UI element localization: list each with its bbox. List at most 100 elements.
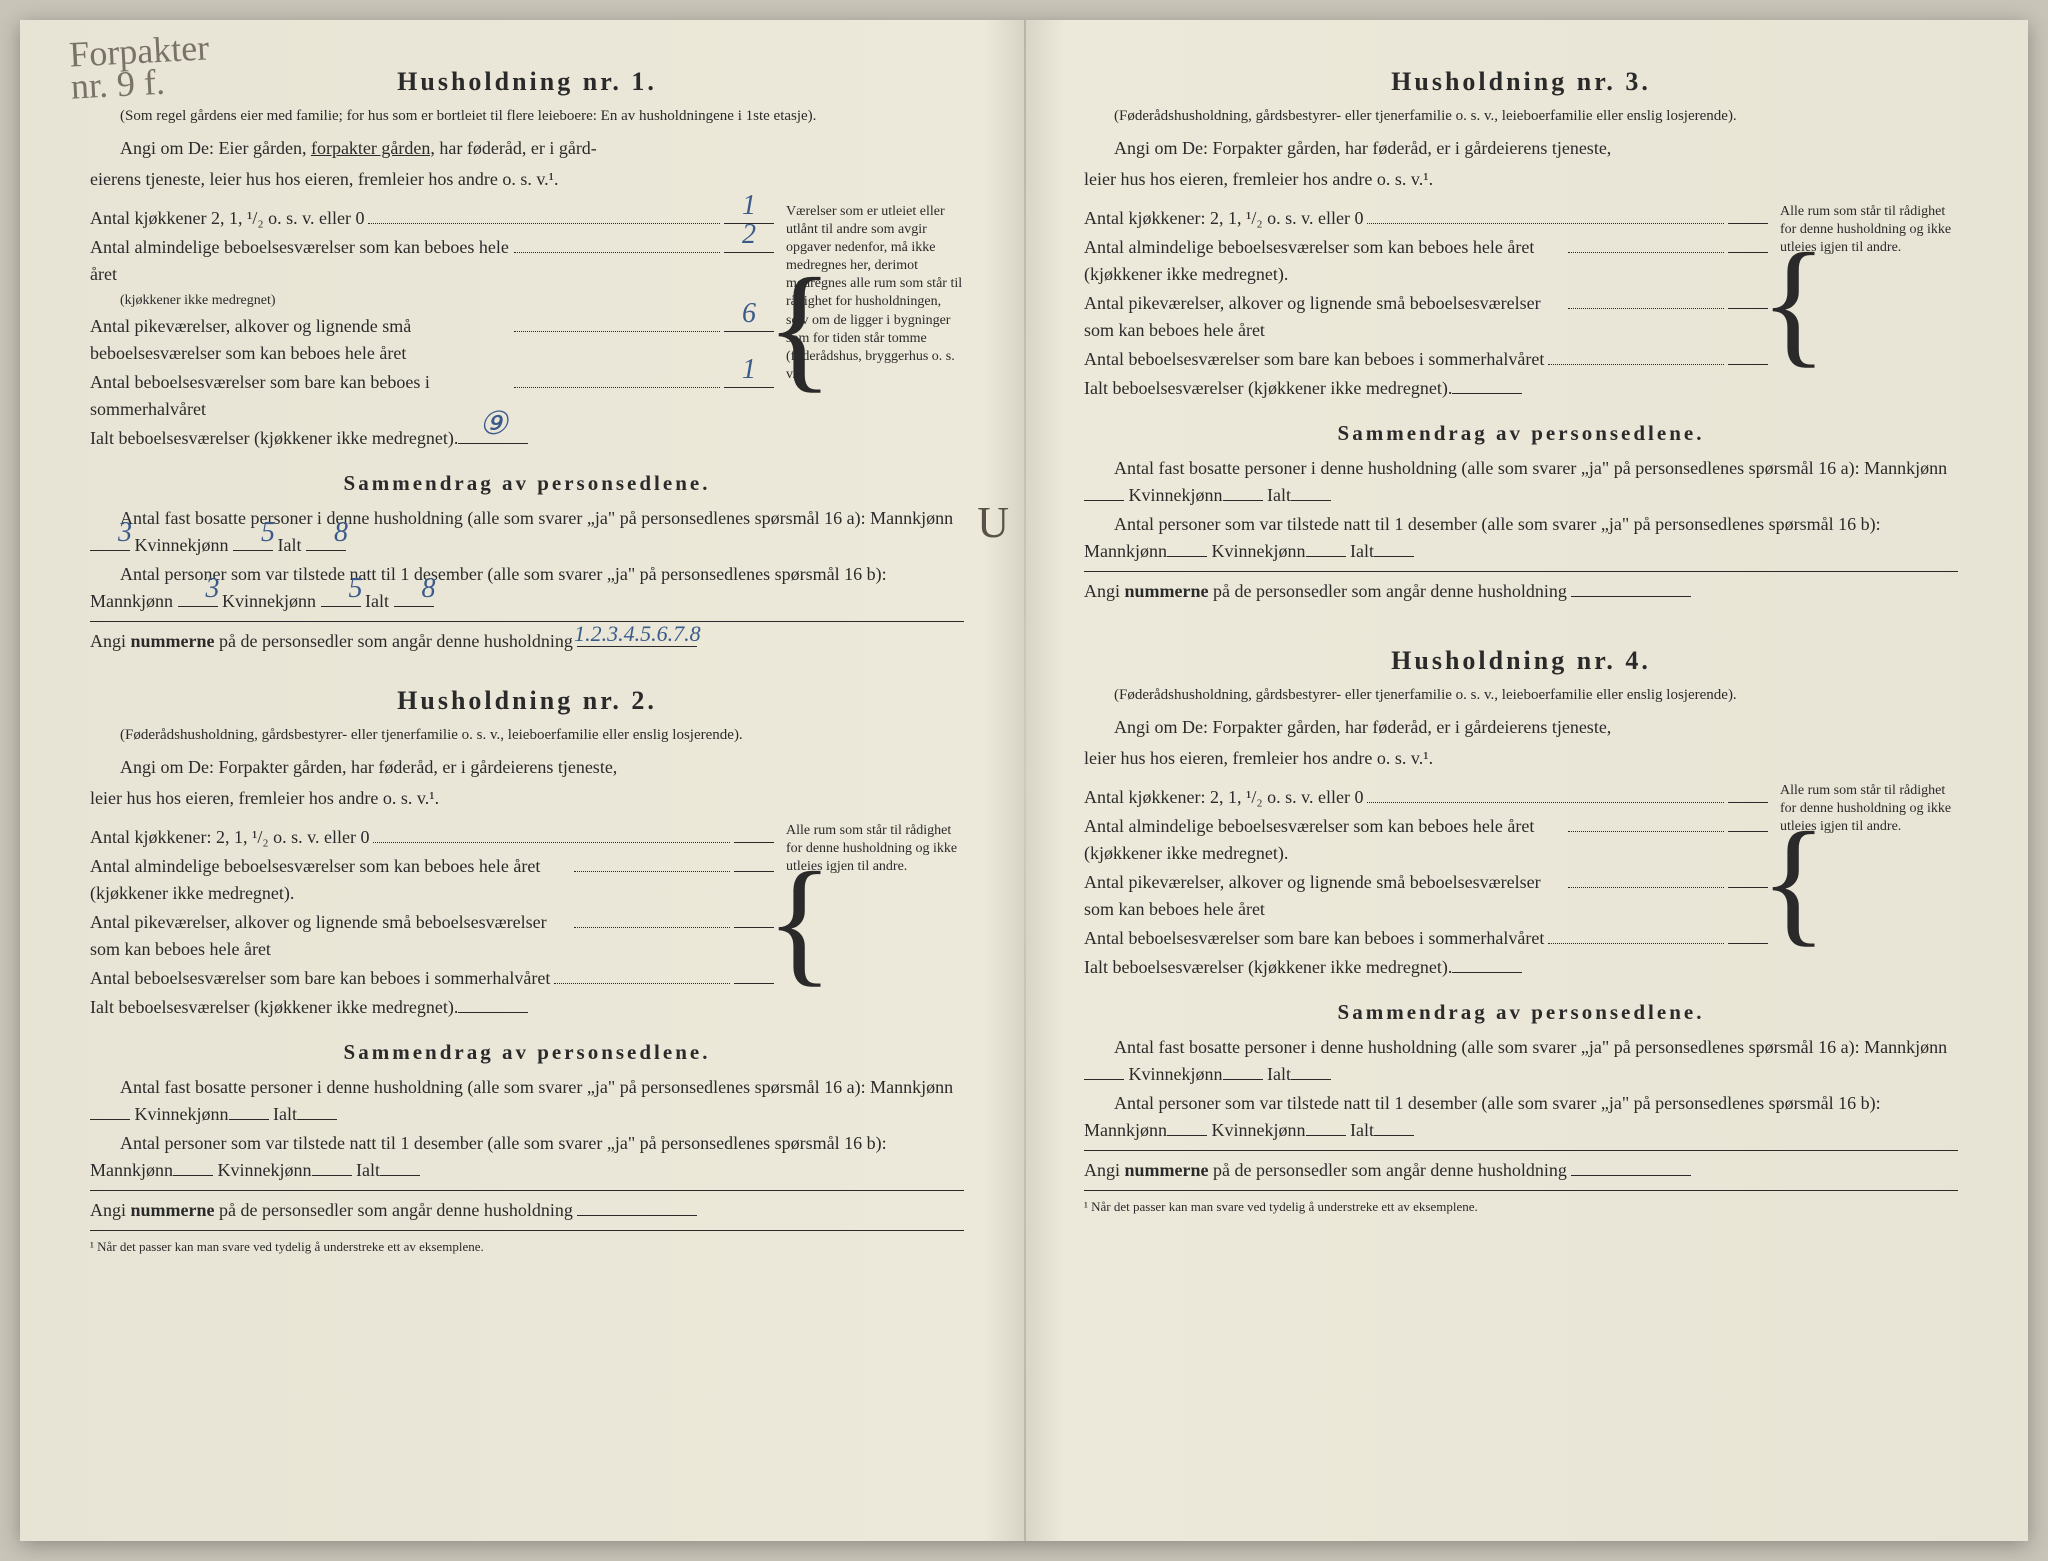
h4-kitchens-row: Antal kjøkkener: 2, 1, ¹/₂ o. s. v. elle… — [1084, 784, 1768, 811]
h2-q16a-m[interactable] — [90, 1119, 130, 1120]
h4-nummerne: nummerne — [1125, 1160, 1209, 1180]
angi-text-1b: har føderåd, er i gård- — [439, 138, 596, 158]
household-2-title: Husholdning nr. 2. — [90, 681, 964, 720]
h3-alcove-row: Antal pikeværelser, alkover og lignende … — [1084, 290, 1768, 344]
q16b-m-field[interactable]: 3 — [178, 606, 218, 607]
dots — [373, 825, 730, 843]
h2-q16b-t[interactable] — [380, 1175, 420, 1176]
ordinary-row: Antal almindelige beboelsesværelser som … — [90, 234, 774, 288]
angi-underlined: forpakter gården, — [311, 138, 435, 158]
h4-q16a-k[interactable] — [1223, 1079, 1263, 1080]
dots — [514, 235, 720, 253]
h3-kv: Kvinnekjønn — [1129, 485, 1223, 505]
h4-q16b-k[interactable] — [1306, 1135, 1346, 1136]
census-form-paper: Forpakter nr. 9 f. Husholdning nr. 1. (S… — [20, 20, 2028, 1541]
ordinary-label: Antal almindelige beboelsesværelser som … — [90, 234, 510, 288]
h3-q16a-k[interactable] — [1223, 500, 1263, 501]
h3-q16a-text: Antal fast bosatte personer i denne hush… — [1114, 458, 1947, 478]
h4-ialt: Ialt — [1267, 1064, 1291, 1084]
q16b-line: Antal personer som var tilstede natt til… — [90, 561, 964, 615]
h3-q16a-m[interactable] — [1084, 500, 1124, 501]
h2-q16a-text: Antal fast bosatte personer i denne hush… — [120, 1077, 953, 1097]
h3-kv2: Kvinnekjønn — [1212, 541, 1306, 561]
q16a-m-field[interactable]: 3 — [90, 550, 130, 551]
right-page: Husholdning nr. 3. (Føderådshusholdning,… — [1024, 20, 2028, 1541]
h2-total-field[interactable] — [458, 1012, 528, 1013]
h2-alcove-label: Antal pikeværelser, alkover og lignende … — [90, 909, 570, 963]
q16b-k-field[interactable]: 5 — [321, 606, 361, 607]
kv-label: Kvinnekjønn — [135, 535, 229, 555]
h4-total-row: Ialt beboelsesværelser (kjøkkener ikke m… — [1084, 954, 1768, 981]
h3-q16b-text: Antal personer som var tilstede natt til… — [1084, 514, 1881, 561]
ordinary-value: 2 — [742, 214, 756, 256]
household-2-summary-title: Sammendrag av personsedlene. — [90, 1037, 964, 1069]
dots — [1367, 206, 1724, 224]
numbers-field[interactable]: 1.2.3.4.5.6.7.8 — [577, 646, 697, 647]
dots — [1568, 291, 1724, 309]
h2-summer-row: Antal beboelsesværelser som bare kan beb… — [90, 965, 774, 992]
rule — [90, 1190, 964, 1191]
h3-summer-row: Antal beboelsesværelser som bare kan beb… — [1084, 346, 1768, 373]
h3-kitchens-row: Antal kjøkkener: 2, 1, ¹/₂ o. s. v. elle… — [1084, 205, 1768, 232]
household-4-side-note: { Alle rum som står til rådighet for den… — [1768, 782, 1958, 983]
household-4-subtitle: (Føderådshusholdning, gårdsbestyrer- ell… — [1084, 686, 1958, 706]
h4-q16b-m[interactable] — [1167, 1135, 1207, 1136]
h4-total-field[interactable] — [1452, 972, 1522, 973]
h4-alcove-row: Antal pikeværelser, alkover og lignende … — [1084, 869, 1768, 923]
left-page: Forpakter nr. 9 f. Husholdning nr. 1. (S… — [20, 20, 1024, 1541]
brace-icon: { — [1760, 203, 1827, 404]
total-row: Ialt beboelsesværelser (kjøkkener ikke m… — [90, 425, 774, 452]
household-2-form: Antal kjøkkener: 2, 1, ¹/₂ o. s. v. elle… — [90, 822, 964, 1023]
h3-kitchens-label: Antal kjøkkener: 2, 1, ¹/₂ o. s. v. elle… — [1084, 205, 1363, 232]
household-1-title: Husholdning nr. 1. — [90, 62, 964, 101]
q16a-k: 5 — [231, 512, 275, 554]
h4-ordinary-row: Antal almindelige beboelsesværelser som … — [1084, 813, 1768, 867]
h3-q16b-k[interactable] — [1306, 556, 1346, 557]
h3-total-row: Ialt beboelsesværelser (kjøkkener ikke m… — [1084, 375, 1768, 402]
h3-numbers-field[interactable] — [1571, 596, 1691, 597]
h2-numbers-field[interactable] — [577, 1215, 697, 1216]
h3-total-label: Ialt beboelsesværelser (kjøkkener ikke m… — [1084, 375, 1452, 402]
h4-q16b-t[interactable] — [1374, 1135, 1414, 1136]
q16b-t: 8 — [392, 568, 436, 610]
alcove-label: Antal pikeværelser, alkover og lignende … — [90, 313, 510, 367]
h2-q16a-t[interactable] — [297, 1119, 337, 1120]
brace-icon: { — [766, 203, 833, 454]
h2-q16a: Antal fast bosatte personer i denne hush… — [90, 1074, 964, 1128]
household-4-title: Husholdning nr. 4. — [1084, 641, 1958, 680]
h4-numbers-field[interactable] — [1571, 1175, 1691, 1176]
dots — [1568, 814, 1724, 832]
q16a-t-field[interactable]: 8 — [306, 550, 346, 551]
household-3-form: Antal kjøkkener: 2, 1, ¹/₂ o. s. v. elle… — [1084, 203, 1958, 404]
h4-q16a-m[interactable] — [1084, 1079, 1124, 1080]
h3-q16b: Antal personer som var tilstede natt til… — [1084, 511, 1958, 565]
h3-total-field[interactable] — [1452, 393, 1522, 394]
h4-q16a-t[interactable] — [1291, 1079, 1331, 1080]
h4-total-label: Ialt beboelsesværelser (kjøkkener ikke m… — [1084, 954, 1452, 981]
h3-ordinary-row: Antal almindelige beboelsesværelser som … — [1084, 234, 1768, 288]
household-1-form-left: Antal kjøkkener 2, 1, ¹/₂ o. s. v. eller… — [90, 203, 774, 454]
household-3-form-left: Antal kjøkkener: 2, 1, ¹/₂ o. s. v. elle… — [1084, 203, 1768, 404]
q16b-t-field[interactable]: 8 — [394, 606, 434, 607]
h3-q16a-t[interactable] — [1291, 500, 1331, 501]
h2-q16b-m[interactable] — [173, 1175, 213, 1176]
summer-row: Antal beboelsesværelser som bare kan beb… — [90, 369, 774, 423]
total-field[interactable]: ⑨ — [458, 443, 528, 444]
dots — [1367, 785, 1724, 803]
household-3-angi1: Angi om De: Forpakter gården, har føderå… — [1084, 135, 1958, 162]
dots — [368, 206, 720, 224]
h3-q16b-m[interactable] — [1167, 556, 1207, 557]
h4-kv: Kvinnekjønn — [1129, 1064, 1223, 1084]
h2-total-row: Ialt beboelsesværelser (kjøkkener ikke m… — [90, 994, 774, 1021]
q16a-k-field[interactable]: 5 — [233, 550, 273, 551]
h2-q16a-k[interactable] — [229, 1119, 269, 1120]
h2-ordinary-label: Antal almindelige beboelsesværelser som … — [90, 853, 570, 907]
total-label: Ialt beboelsesværelser (kjøkkener ikke m… — [90, 425, 458, 452]
h2-q16b-k[interactable] — [312, 1175, 352, 1176]
left-footnote: ¹ Når det passer kan man svare ved tydel… — [90, 1237, 964, 1257]
ialt-label: Ialt — [278, 535, 302, 555]
h3-nummerne: nummerne — [1125, 581, 1209, 601]
h3-ialt: Ialt — [1267, 485, 1291, 505]
h3-q16b-t[interactable] — [1374, 556, 1414, 557]
household-2-angi1: Angi om De: Forpakter gården, har føderå… — [90, 754, 964, 781]
